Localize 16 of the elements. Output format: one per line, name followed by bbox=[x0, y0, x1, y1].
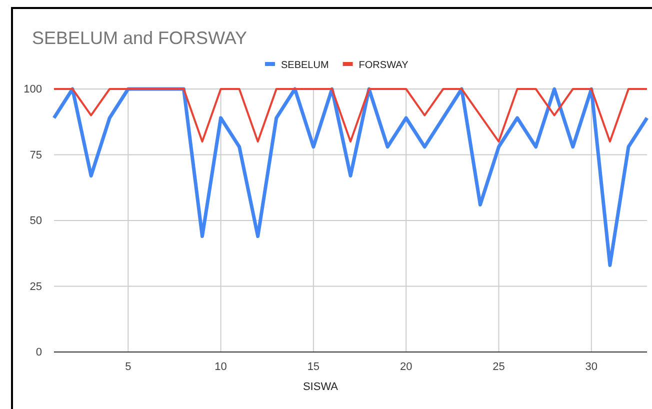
y-tick-label: 25 bbox=[30, 280, 42, 293]
x-tick-label: 5 bbox=[125, 360, 132, 373]
line-series bbox=[52, 87, 649, 267]
y-tick-label: 75 bbox=[30, 149, 42, 162]
legend-label: SEBELUM bbox=[281, 60, 329, 71]
legend-label: FORSWAY bbox=[358, 60, 409, 71]
x-axis-title: SISWA bbox=[302, 381, 339, 393]
x-tick-label: 30 bbox=[585, 360, 598, 373]
y-tick-label: 50 bbox=[30, 215, 42, 228]
x-tick-label: 25 bbox=[492, 360, 505, 373]
y-tick-label: 0 bbox=[36, 346, 42, 359]
x-tick-label: 15 bbox=[307, 360, 320, 373]
y-tick-label: 100 bbox=[24, 84, 42, 96]
chart-title: SEBELUM and FORSWAY bbox=[32, 28, 248, 48]
x-tick-label: 10 bbox=[214, 360, 227, 373]
x-tick-label: 20 bbox=[400, 360, 412, 373]
